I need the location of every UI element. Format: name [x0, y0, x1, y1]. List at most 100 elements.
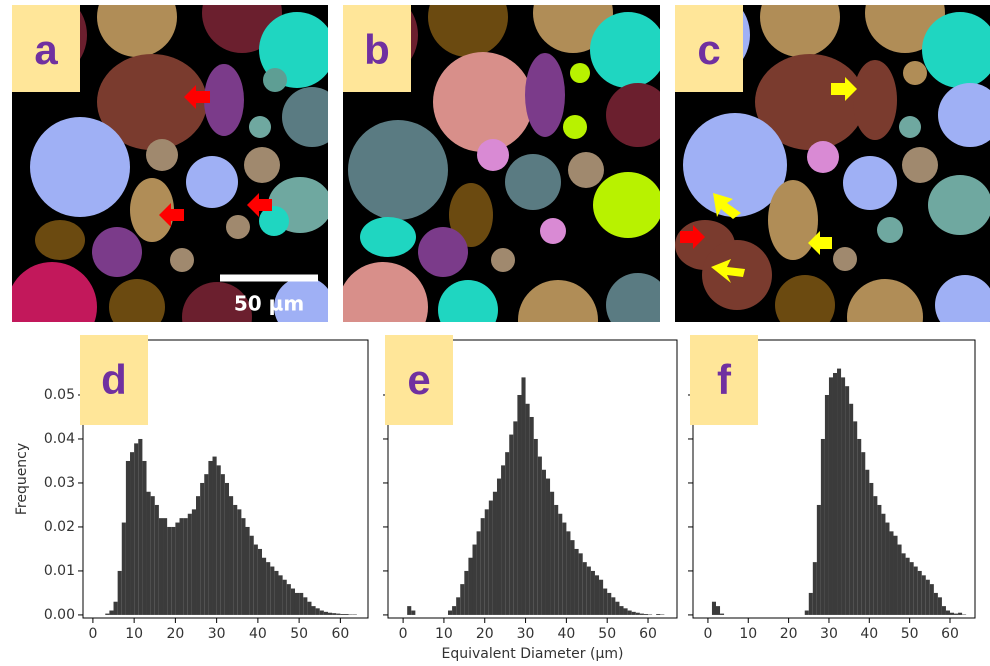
- bar: [917, 570, 922, 615]
- bar: [191, 509, 197, 615]
- bar: [340, 614, 345, 615]
- y-tick-label: 0.00: [44, 607, 75, 623]
- bar: [262, 557, 267, 615]
- bar: [820, 438, 825, 615]
- bar: [837, 368, 842, 615]
- bar: [492, 491, 497, 615]
- bar: [290, 588, 295, 615]
- bar: [488, 500, 493, 615]
- bar: [266, 562, 271, 615]
- bar: [599, 579, 604, 615]
- bar: [336, 613, 341, 615]
- x-tick-label: 50: [901, 626, 919, 642]
- bar: [841, 377, 846, 615]
- x-tick-label: 30: [820, 626, 838, 642]
- bar: [299, 592, 304, 615]
- bar: [303, 597, 308, 615]
- bar: [237, 509, 242, 615]
- bar: [937, 597, 942, 615]
- bar: [456, 597, 461, 615]
- label-box: [80, 335, 148, 425]
- bar: [521, 377, 526, 615]
- axes-frame: [82, 339, 369, 619]
- y-axis-label: Frequency: [14, 443, 30, 515]
- bar: [582, 562, 587, 615]
- bar: [496, 478, 502, 615]
- bar: [509, 434, 514, 615]
- x-tick-label: 50: [598, 626, 616, 642]
- bar: [472, 544, 477, 615]
- bar: [586, 566, 591, 615]
- bar: [134, 443, 139, 615]
- bar: [941, 606, 946, 615]
- bar: [897, 544, 902, 615]
- bar: [881, 513, 886, 615]
- bar: [949, 612, 955, 615]
- x-tick-label: 30: [208, 626, 226, 642]
- bar: [179, 518, 184, 615]
- label-box: [675, 5, 743, 92]
- bar: [253, 544, 258, 615]
- bar: [270, 566, 275, 615]
- bar: [307, 601, 312, 615]
- bar: [921, 575, 926, 615]
- bar: [501, 465, 506, 615]
- bar: [849, 403, 854, 615]
- bar: [574, 548, 579, 615]
- y-tick-label: 0.02: [44, 519, 75, 535]
- bar: [893, 535, 898, 615]
- bar: [113, 601, 118, 615]
- bar: [407, 606, 412, 615]
- x-axis-label: Equivalent Diameter (µm): [442, 646, 624, 662]
- bar: [804, 610, 809, 615]
- bar: [513, 421, 518, 615]
- bar: [315, 608, 320, 615]
- bar: [905, 557, 910, 615]
- bar: [554, 504, 559, 615]
- axes-frame: [387, 339, 678, 619]
- bar: [541, 469, 546, 615]
- panel-label: f: [717, 356, 732, 403]
- bar: [464, 570, 469, 615]
- bar: [537, 456, 542, 615]
- bar: [286, 584, 291, 615]
- y-tick-label: 0.03: [44, 475, 75, 491]
- bar: [656, 614, 661, 615]
- x-tick-label: 40: [249, 626, 267, 642]
- bar: [142, 460, 147, 615]
- bar: [958, 612, 963, 615]
- label-box: [12, 5, 80, 92]
- axes-frame: [692, 339, 976, 619]
- bar: [154, 504, 159, 615]
- bar: [808, 592, 813, 615]
- bar: [889, 531, 894, 615]
- bar: [241, 518, 246, 615]
- panel-label: a: [34, 26, 58, 73]
- x-tick-label: 20: [166, 626, 184, 642]
- x-tick-label: 10: [435, 626, 453, 642]
- bar: [220, 474, 225, 615]
- x-tick-label: 60: [639, 626, 657, 642]
- bar: [533, 438, 538, 615]
- bar: [505, 452, 510, 615]
- x-tick-label: 20: [476, 626, 494, 642]
- bar: [460, 584, 465, 615]
- label-box: [385, 335, 453, 425]
- bar: [558, 513, 563, 615]
- bar: [545, 478, 551, 615]
- bar: [200, 482, 205, 615]
- x-tick-label: 0: [399, 626, 408, 642]
- bar: [208, 460, 213, 615]
- bar: [278, 575, 283, 615]
- bar: [294, 592, 300, 615]
- bar: [257, 548, 263, 615]
- bar: [327, 612, 333, 615]
- bar: [125, 460, 131, 615]
- bar: [245, 526, 250, 615]
- bar: [550, 491, 555, 615]
- bar: [163, 518, 168, 615]
- bar: [150, 496, 155, 615]
- bar: [929, 584, 934, 615]
- bar: [594, 575, 600, 615]
- bar: [105, 613, 110, 615]
